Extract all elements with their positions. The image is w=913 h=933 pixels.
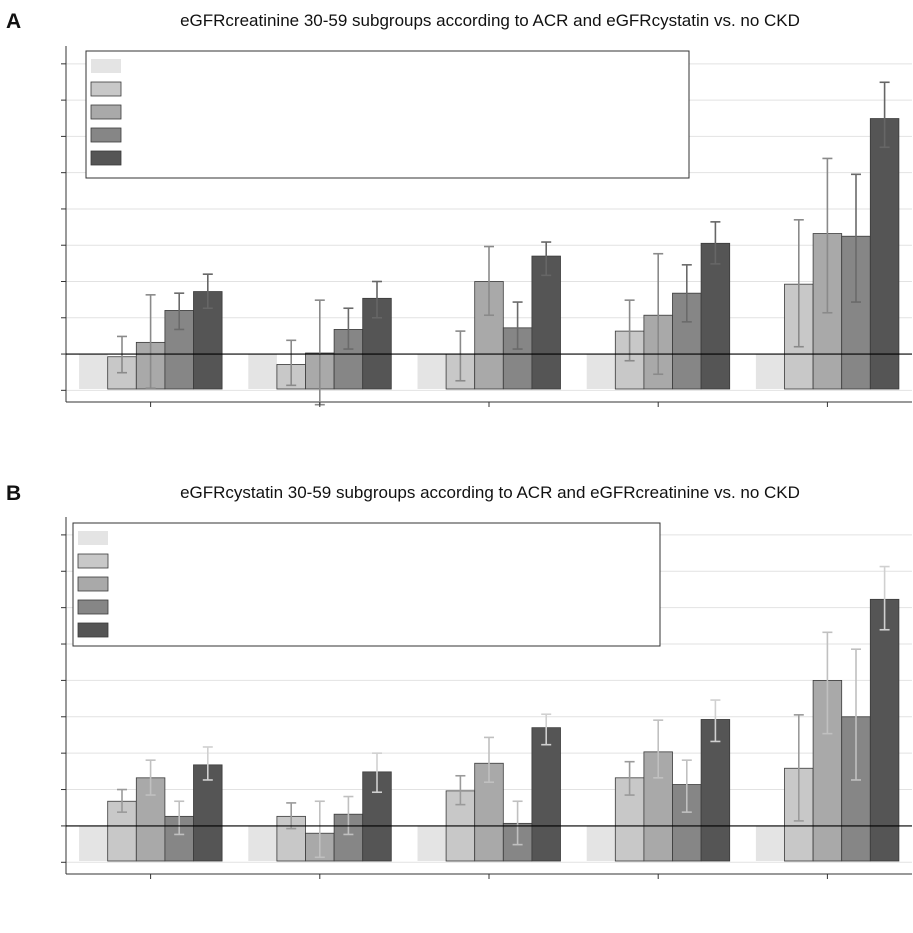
legend-swatch xyxy=(77,576,109,592)
bar xyxy=(700,242,731,390)
legend-swatch xyxy=(90,150,122,166)
panel-b: B eGFRcystatin 30-59 subgroups according… xyxy=(6,482,912,879)
panel-b-title: eGFRcystatin 30-59 subgroups according t… xyxy=(180,483,800,502)
bar xyxy=(193,764,223,862)
legend-swatch xyxy=(90,127,122,143)
legend-swatch xyxy=(91,59,121,73)
bar xyxy=(79,825,108,861)
legend-swatch xyxy=(90,104,122,120)
panel-a: A eGFRcreatinine 30-59 subgroups accordi… xyxy=(6,10,912,407)
legend-swatch xyxy=(77,599,109,615)
legend-box xyxy=(85,50,690,179)
bar xyxy=(700,719,731,862)
bar xyxy=(531,255,561,390)
legend-swatch xyxy=(77,622,109,638)
bar xyxy=(531,727,561,862)
bar xyxy=(869,598,900,862)
bar xyxy=(417,354,447,389)
bar xyxy=(586,825,616,861)
legend-swatch xyxy=(77,553,109,569)
panel-a-letter: A xyxy=(6,10,21,33)
bar xyxy=(586,354,616,389)
legend-swatch xyxy=(78,531,108,545)
panel-b-letter: B xyxy=(6,482,21,505)
bar xyxy=(79,354,108,389)
bar xyxy=(248,825,277,861)
legend-swatch xyxy=(90,81,122,97)
legend-box xyxy=(72,522,661,647)
bar xyxy=(755,354,785,389)
bar xyxy=(869,118,900,390)
bar xyxy=(248,354,277,389)
bar xyxy=(755,825,785,861)
bar xyxy=(417,825,447,861)
panel-a-title: eGFRcreatinine 30-59 subgroups according… xyxy=(180,11,800,30)
